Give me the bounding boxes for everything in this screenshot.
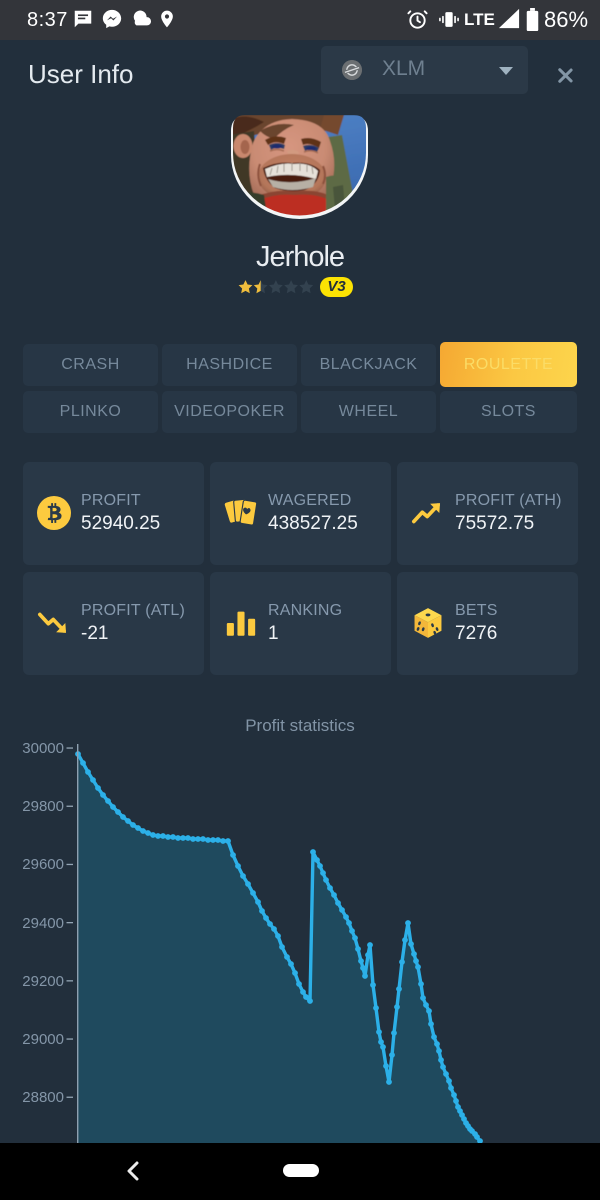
svg-text:29800: 29800 (22, 798, 64, 815)
svg-text:29400: 29400 (22, 915, 64, 932)
svg-text:29600: 29600 (22, 856, 64, 873)
svg-text:29000: 29000 (22, 1031, 64, 1048)
svg-text:29200: 29200 (22, 973, 64, 990)
svg-text:28800: 28800 (22, 1089, 64, 1106)
svg-text:30000: 30000 (22, 740, 64, 757)
